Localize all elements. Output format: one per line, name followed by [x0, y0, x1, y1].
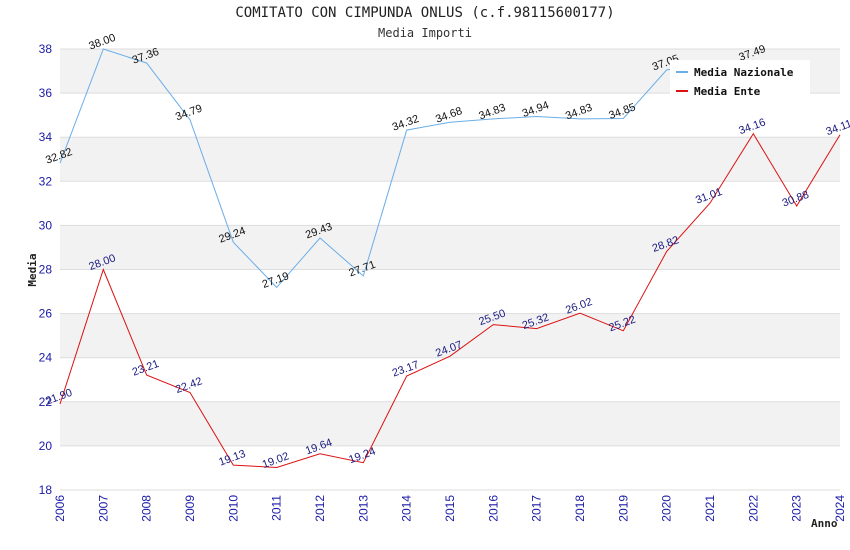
y-tick-label: 18: [39, 483, 53, 497]
x-tick-label: 2017: [530, 495, 544, 522]
grid-bands: [60, 49, 840, 490]
x-tick-label: 2013: [356, 495, 370, 522]
x-axis-ticks: 2006 2007 2008 2009 2010 2011 2012 2013 2014 2015…: [53, 495, 847, 522]
x-tick-label: 2019: [616, 495, 630, 522]
x-tick-label: 2023: [790, 495, 804, 522]
grid-lines: [60, 48, 840, 491]
grid-band: [60, 401, 840, 446]
legend-entry: Media Ente: [694, 85, 761, 98]
x-tick-label: 2014: [400, 495, 414, 522]
series-lines: [59, 48, 841, 469]
y-tick-label: 30: [39, 218, 53, 232]
x-tick-label: 2006: [53, 495, 67, 522]
y-tick-label: 32: [39, 174, 53, 188]
series-line-media-nazionale: [59, 48, 754, 289]
chart-subtitle: Media Importi: [378, 26, 472, 40]
x-tick-label: 2015: [443, 495, 457, 522]
y-tick-label: 26: [39, 307, 53, 321]
grid-band: [60, 93, 840, 138]
y-tick-label: 24: [39, 351, 53, 365]
x-tick-label: 2021: [703, 495, 717, 522]
x-tick-label: 2011: [270, 495, 284, 521]
y-tick-label: 28: [39, 263, 53, 277]
y-axis-label: Media: [26, 253, 39, 286]
x-tick-label: 2020: [660, 495, 674, 522]
x-axis-label: Anno: [811, 517, 838, 530]
grid-band: [60, 181, 840, 226]
x-tick-label: 2012: [313, 495, 327, 522]
grid-band: [60, 269, 840, 314]
x-tick-label: 2009: [183, 495, 197, 522]
x-tick-label: 2024: [833, 495, 847, 522]
grid-band: [60, 137, 840, 182]
series-line-media-ente: [59, 132, 841, 469]
x-tick-label: 2016: [486, 495, 500, 522]
y-axis-ticks: 18 20 22 24 26 28 30 32 34 36 38: [39, 42, 53, 497]
x-tick-label: 2022: [746, 495, 760, 522]
grid-band: [60, 313, 840, 358]
grid-band: [60, 357, 840, 402]
grid-band: [60, 225, 840, 270]
x-tick-label: 2010: [226, 495, 240, 522]
x-tick-label: 2007: [96, 495, 110, 522]
y-tick-label: 22: [39, 395, 53, 409]
legend-box: [670, 60, 810, 96]
x-tick-label: 2018: [573, 495, 587, 522]
x-tick-label: 2008: [140, 495, 154, 522]
y-tick-label: 20: [39, 439, 53, 453]
chart-title: COMITATO CON CIMPUNDA ONLUS (c.f.9811560…: [235, 5, 615, 21]
y-tick-label: 36: [39, 86, 53, 100]
legend: Media Nazionale Media Ente: [670, 60, 810, 98]
legend-entry: Media Nazionale: [694, 66, 794, 79]
grid-band: [60, 445, 840, 490]
y-tick-label: 34: [39, 130, 53, 144]
y-tick-label: 38: [39, 42, 53, 56]
